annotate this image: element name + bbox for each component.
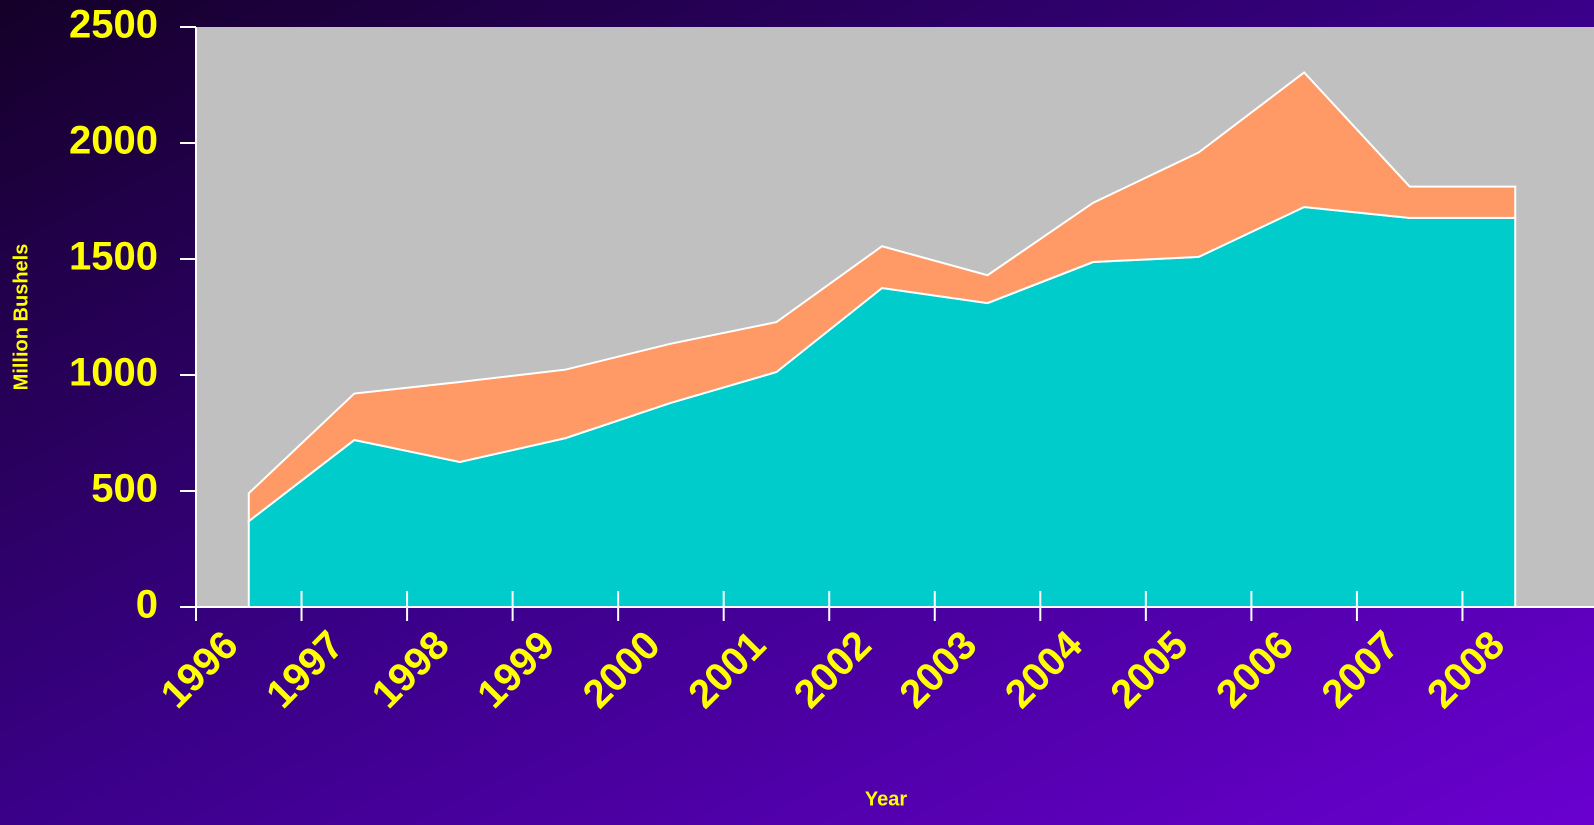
y-tick-label: 2000 [69, 119, 158, 163]
y-tick-label: 1000 [69, 351, 158, 395]
x-axis-label: Year [865, 788, 907, 810]
y-tick-label: 1500 [69, 235, 158, 279]
area [247, 71, 1517, 524]
y-tick-label: 2500 [69, 3, 158, 47]
y-tick-label: 0 [136, 583, 158, 627]
y-axis-label: Million Bushels [10, 244, 32, 391]
y-tick-label: 500 [91, 467, 158, 511]
